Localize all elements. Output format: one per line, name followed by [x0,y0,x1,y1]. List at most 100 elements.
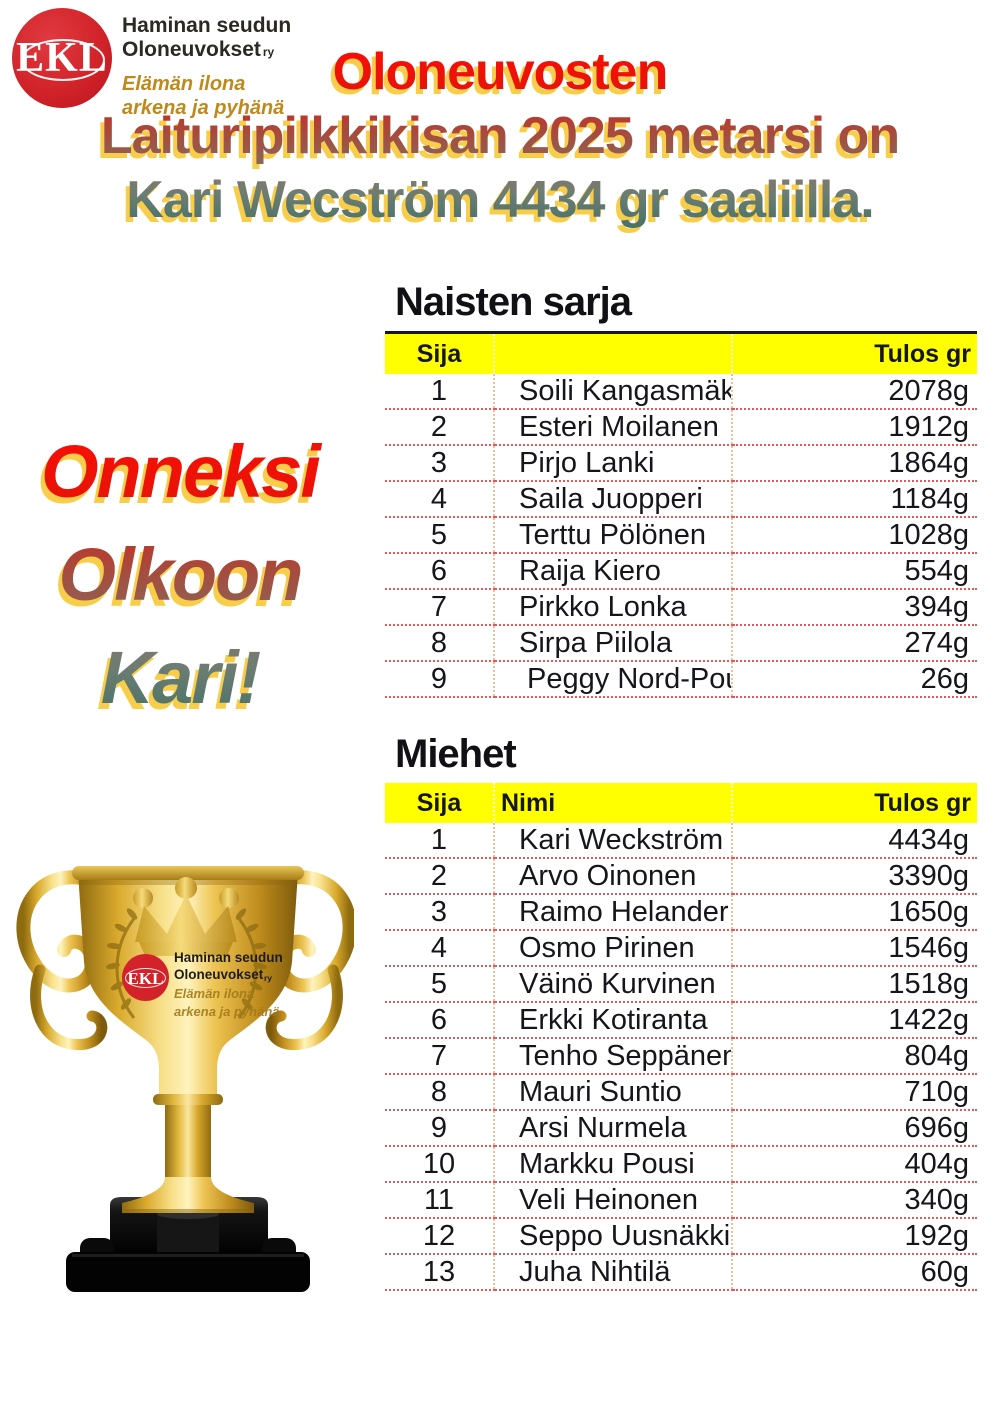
org-suffix: ry [263,45,274,59]
trophy-tagline-line1: Elämän ilona [174,986,254,1001]
rank-cell: 8 [385,1074,494,1111]
name-cell: Sirpa Piilola [493,625,732,662]
trophy-org-suffix: ry [264,973,272,983]
trophy-ekl-logo-icon [122,954,169,1001]
trophy-cup-body [78,872,298,1094]
table-header-row: Sija Tulos gr [385,332,977,374]
result-cell: 394g [731,589,977,626]
trophy-org-line1: Haminan seudun [174,950,283,965]
name-cell: Osmo Pirinen [493,930,732,967]
table-row: 13 Juha Nihtilä 60g [385,1254,977,1291]
congrats-line3: Kari! [100,636,260,719]
name-cell: Erkki Kotiranta [493,1002,732,1039]
rank-cell: 2 [385,858,494,895]
rank-column-header: Sija [385,783,494,823]
women-section-title: Naisten sarja [395,280,632,324]
table-row: 2 Esteri Moilanen 1912g [385,409,977,446]
congrats-line2: Olkoon [58,533,302,616]
org-tagline-line2: arkena ja pyhänä [122,96,291,120]
table-row: 7 Pirkko Lonka 394g [385,589,977,626]
name-cell: Väinö Kurvinen [493,966,732,1003]
org-name-line1: Haminan seudun [122,14,292,37]
rank-cell: 4 [385,930,494,967]
rank-cell: 6 [385,1002,494,1039]
result-cell: 710g [731,1074,977,1111]
page-title: Oloneuvosten Laituripilkkikisan 2025 met… [0,40,1000,234]
rank-cell: 6 [385,553,494,590]
name-cell: Terttu Pölönen [493,517,732,554]
table-row: 5 Väinö Kurvinen 1518g [385,966,977,1003]
result-cell: 404g [731,1146,977,1183]
result-cell: 1864g [731,445,977,482]
rank-cell: 9 [385,661,494,698]
table-row: 10 Markku Pousi 404g [385,1146,977,1183]
table-row: 6 Raija Kiero 554g [385,553,977,590]
trophy-tagline-line2: arkena ja pyhänä [174,1004,280,1019]
table-row: 11 Veli Heinonen 340g [385,1182,977,1219]
rank-cell: 7 [385,589,494,626]
title-line3: Kari Wecström 4434 gr saaliilla. [126,171,874,229]
table-row: 9 Peggy Nord-Pousi26g [385,661,977,698]
rank-cell: 13 [385,1254,494,1291]
result-cell: 4434g [731,823,977,859]
rank-cell: 5 [385,966,494,1003]
result-cell: 2078g [731,374,977,410]
men-section-title: Miehet [395,732,517,776]
table-row: 3 Raimo Helander 1650g [385,894,977,931]
table-row: 9 Arsi Nurmela 696g [385,1110,977,1147]
title-line2: Laituripilkkikisan 2025 metarsi on [100,107,900,165]
table-row: 8 Mauri Suntio 710g [385,1074,977,1111]
name-cell: Soili Kangasmäki-W [493,374,732,410]
trophy-base-lower [66,1252,310,1292]
name-column-header: Nimi [493,783,732,823]
ekl-logo-icon: EKL [12,8,112,108]
result-cell: 696g [731,1110,977,1147]
congrats-text: Onneksi Olkoon Kari! [20,420,340,729]
result-cell: 274g [731,625,977,662]
rank-cell: 3 [385,445,494,482]
name-cell: Saila Juopperi [493,481,732,518]
table-row: 6 Erkki Kotiranta 1422g [385,1002,977,1039]
name-cell: Raija Kiero [493,553,732,590]
name-column-header [493,332,732,374]
rank-cell: 10 [385,1146,494,1183]
result-cell: 3390g [731,858,977,895]
name-cell: Pirjo Lanki [493,445,732,482]
men-results-section: Miehet Sija Nimi Tulos gr 1 Kari Weckströ… [385,732,977,1291]
name-cell: Tenho Seppänen [493,1038,732,1075]
org-tagline-line1: Elämän ilona [122,72,291,96]
name-cell: Markku Pousi [493,1146,732,1183]
rank-cell: 3 [385,894,494,931]
congrats-shadow: Onneksi Olkoon Kari! [16,426,336,735]
crown-icon [133,877,239,956]
trophy-stem [165,1105,211,1177]
rank-cell: 4 [385,481,494,518]
trophy-logo-ring [125,968,166,988]
logo-abbr: EKL [16,34,108,82]
name-cell: Peggy Nord-Pousi [493,661,732,698]
table-row: 8 Sirpa Piilola 274g [385,625,977,662]
page-title-shadow: Oloneuvosten Laituripilkkikisan 2025 met… [0,45,996,237]
rank-column-header: Sija [385,332,494,374]
name-cell: Juha Nihtilä [493,1254,732,1291]
women-results-section: Naisten sarja Sija Tulos gr 1 Soili Kanga… [385,280,977,698]
trophy-image: EKL Haminan seudun Oloneuvokset ry Elämä… [16,866,354,1292]
name-cell: Veli Heinonen [493,1182,732,1219]
rank-cell: 1 [385,374,494,410]
table-row: 4 Osmo Pirinen 1546g [385,930,977,967]
laurel-right [235,908,267,1019]
rank-cell: 2 [385,409,494,446]
men-results-table: Sija Nimi Tulos gr 1 Kari Weckström 4434g 2… [385,783,977,1291]
trophy-foot [122,1177,254,1213]
table-row: 2 Arvo Oinonen 3390g [385,858,977,895]
result-cell: 804g [731,1038,977,1075]
name-cell: Arvo Oinonen [493,858,732,895]
title-line1: Oloneuvosten [332,43,668,101]
trophy-org-line2: Oloneuvokset [174,967,264,982]
trophy-logo-abbr: EKL [128,969,164,988]
